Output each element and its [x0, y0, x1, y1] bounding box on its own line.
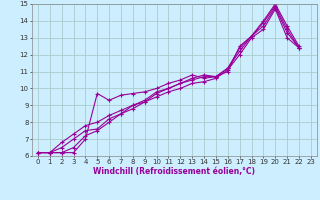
- X-axis label: Windchill (Refroidissement éolien,°C): Windchill (Refroidissement éolien,°C): [93, 167, 255, 176]
